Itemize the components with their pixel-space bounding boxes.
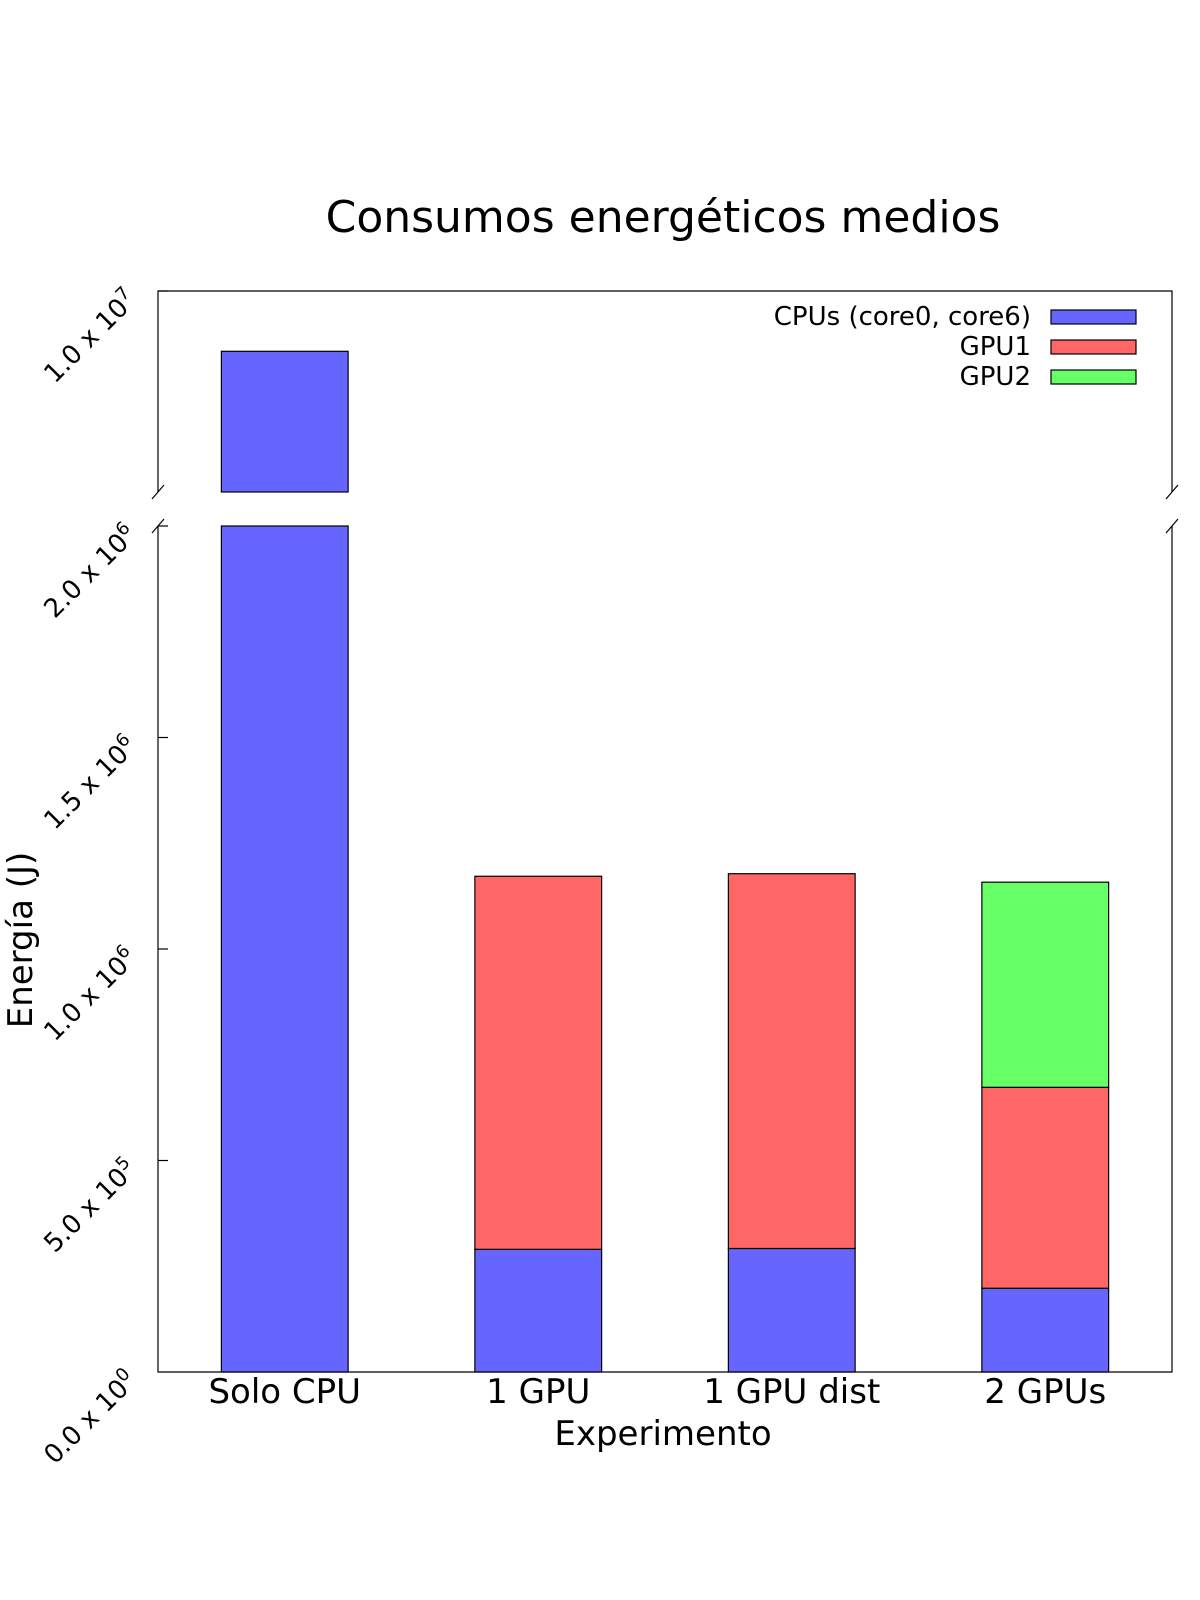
y-tick-label: 1.0 x 107 [36, 283, 143, 390]
bar-segment [474, 875, 603, 1250]
y-axis-ticks: 0.0 x 100 5.0 x 105 1.0 x 106 1.5 x 106 2.0 … [36, 283, 168, 1471]
bar-segment [474, 1248, 603, 1373]
bar-segment [981, 1086, 1110, 1289]
legend-entry-label: CPUs (core0, core6) [774, 302, 1031, 332]
legend-swatch [1050, 309, 1137, 325]
x-tick-label: 2 GPUs [984, 1372, 1106, 1412]
legend-swatch [1050, 369, 1137, 385]
x-axis-categories: Solo CPU 1 GPU 1 GPU dist 2 GPUs [208, 1372, 1106, 1412]
x-tick-label: Solo CPU [208, 1372, 361, 1412]
axis-break-mark [1165, 518, 1179, 534]
axis-break-mark [1165, 484, 1179, 500]
y-tick-label: 5.0 x 105 [36, 1152, 143, 1259]
bar-segment [727, 1247, 856, 1373]
x-tick-label: 1 GPU [486, 1372, 590, 1412]
legend-swatch [1050, 339, 1137, 355]
legend-entry-label: GPU1 [960, 332, 1031, 362]
y-tick-label: 0.0 x 100 [36, 1364, 143, 1471]
x-tick-label: 1 GPU dist [703, 1372, 880, 1412]
bar-segment [727, 873, 856, 1250]
bar-segment [981, 1287, 1110, 1373]
x-axis-label: Experimento [554, 1414, 771, 1454]
bar-segment [220, 525, 349, 1373]
y-tick-label: 1.0 x 106 [36, 941, 143, 1048]
y-tick-label: 2.0 x 106 [36, 518, 143, 625]
y-axis-label: Energía (J) [1, 852, 41, 1029]
chart-title: Consumos energéticos medios [326, 192, 1001, 243]
bar-segment [981, 881, 1110, 1088]
legend-entry-label: GPU2 [960, 362, 1031, 392]
bar-segment-upper [220, 350, 349, 493]
y-tick-label: 1.5 x 106 [36, 729, 143, 836]
axis-break-mark [151, 484, 165, 500]
upper-panel-frame [157, 290, 1173, 492]
bars [220, 350, 1110, 1373]
